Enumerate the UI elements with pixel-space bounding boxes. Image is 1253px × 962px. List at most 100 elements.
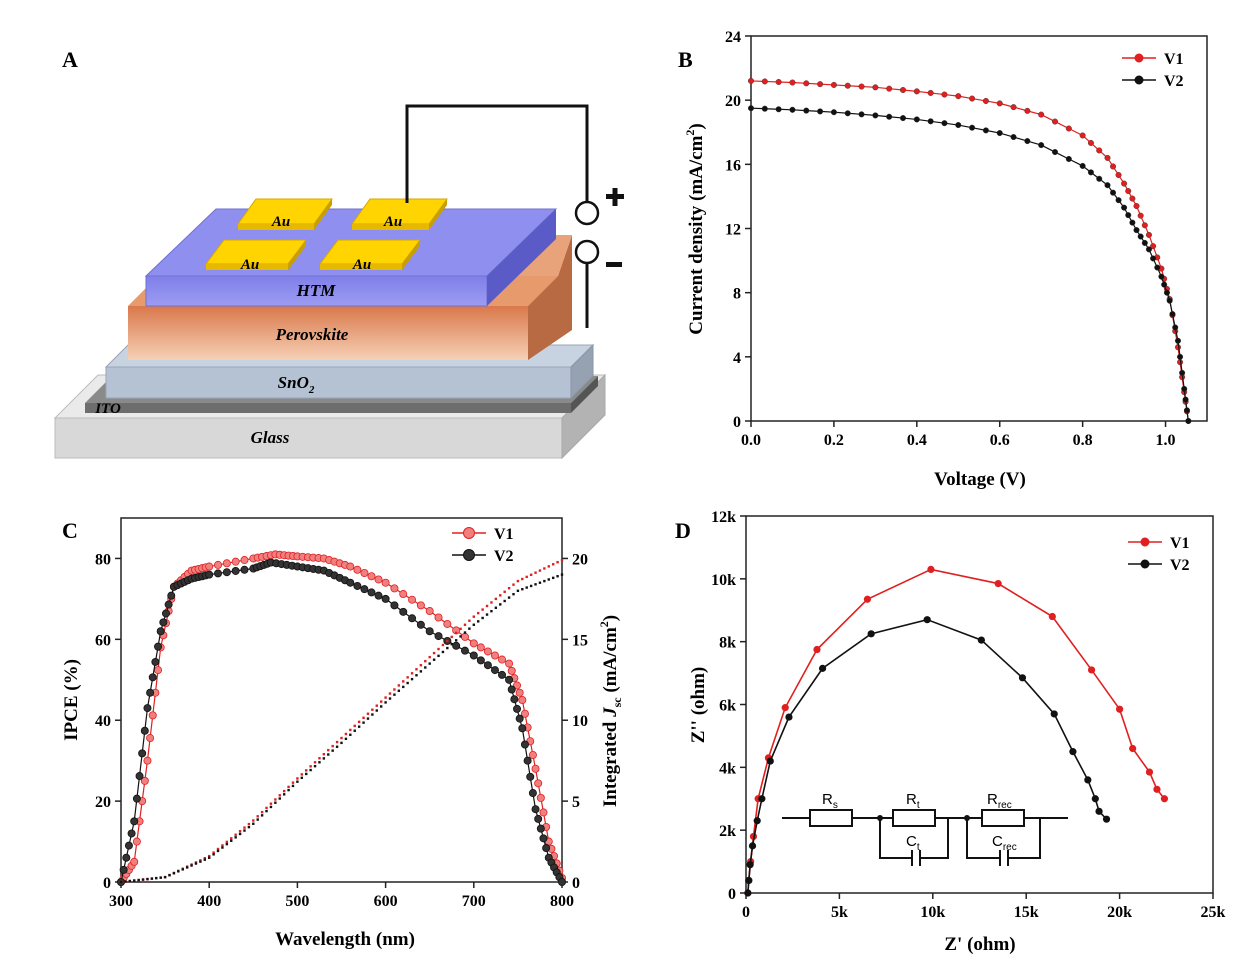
jsc-point (124, 880, 127, 883)
data-point-v2 (1079, 162, 1086, 169)
data-point-v2 (1182, 396, 1189, 403)
y2-tick-label: 20 (572, 551, 588, 568)
data-point-v2 (830, 109, 837, 116)
jsc-point (516, 589, 520, 592)
jsc-point (252, 819, 255, 822)
jsc-point (485, 613, 489, 616)
ipce-point-v2 (148, 673, 157, 682)
jsc-point (344, 737, 348, 741)
jsc-point (322, 752, 326, 756)
jsc-point (459, 627, 462, 631)
ipce-point-v1 (148, 711, 157, 720)
jsc-point (230, 837, 233, 840)
ipce-point-v2 (531, 805, 540, 814)
jsc-point (560, 573, 564, 576)
jsc-point (256, 815, 259, 818)
rt-label: Rt (906, 791, 920, 811)
au-electrode-back-left: Au (237, 198, 333, 230)
jsc-point (485, 604, 489, 608)
legend-label: V2 (1170, 557, 1190, 574)
data-point-v1 (1079, 132, 1086, 139)
ipce-point-v2 (367, 588, 376, 597)
jsc-point (543, 567, 546, 570)
data-point-v1 (872, 84, 879, 91)
data-point-v1 (1116, 705, 1124, 713)
data-point-v1 (830, 81, 837, 88)
ipce-point-v1 (143, 756, 152, 765)
data-point-v1 (1150, 243, 1157, 250)
minus-sign-text: - (620, 267, 621, 269)
jsc-point (490, 601, 493, 604)
jsc-point (335, 740, 339, 744)
x-tick-label: 5k (831, 904, 848, 921)
data-point-v2 (1121, 204, 1128, 211)
data-point-v1 (1133, 203, 1140, 210)
jsc-point (379, 700, 383, 703)
ipce-point-v1 (408, 595, 417, 604)
data-point-v1 (1038, 111, 1045, 118)
jsc-point (357, 725, 361, 728)
data-point-v1 (789, 79, 796, 86)
y2-tick-label: 10 (572, 713, 588, 730)
data-point-v2 (1084, 776, 1092, 784)
x-axis-label: Z' (ohm) (944, 934, 1015, 955)
jsc-point (349, 728, 352, 732)
ipce-point-v2 (132, 794, 141, 803)
ipce-point-v2 (483, 661, 492, 670)
panel-d-letter: D (675, 518, 691, 543)
jsc-point (357, 720, 361, 724)
ipce-point-v2 (130, 817, 139, 826)
jsc-point (441, 643, 445, 647)
jsc-point (512, 583, 515, 586)
y2-axis-label: Integrated Jsc (mA/cm2) (597, 615, 624, 807)
rt-resistor (892, 809, 936, 827)
ipce-point-v1 (520, 709, 529, 718)
ipce-point-v2 (510, 695, 519, 704)
y-tick-label: 12 (725, 222, 741, 239)
data-point-v2 (977, 636, 985, 644)
ipce-point-v2 (520, 740, 529, 749)
series-line-v2 (750, 107, 1189, 422)
jsc-point (278, 794, 281, 797)
data-point-v2 (858, 111, 865, 118)
data-point-v2 (1163, 289, 1170, 296)
ipce-point-v1 (399, 590, 408, 599)
ipce-point-v1 (460, 632, 469, 641)
ipce-point-v1 (534, 779, 543, 788)
jsc-point (388, 697, 392, 700)
jsc-point (265, 809, 268, 813)
jsc-point (556, 560, 559, 564)
ipce-point-v2 (360, 585, 369, 594)
ipce-point-v2 (222, 568, 231, 577)
jsc-point (278, 797, 281, 800)
ipce-point-v1 (416, 601, 425, 610)
sno2-side (570, 343, 594, 400)
data-point-v2 (1018, 674, 1027, 682)
ipce-point-v2 (518, 724, 527, 733)
ipce-point-v2 (119, 865, 128, 874)
ipce-point-v1 (498, 655, 507, 664)
jsc-point (472, 623, 475, 626)
ipce-point-v1 (154, 666, 163, 675)
y-tick-label: 24 (725, 29, 741, 46)
ipce-point-v2 (536, 824, 545, 833)
jsc-point (472, 615, 475, 618)
data-point-v2 (775, 106, 782, 113)
ipce-point-v1 (360, 569, 369, 578)
jsc-point (238, 830, 242, 833)
panel-a-device-schematic: A Glass ITO SnO2 Pero (53, 47, 624, 460)
jsc-point (529, 573, 533, 576)
data-point-v1 (844, 82, 851, 89)
jsc-point (291, 784, 295, 788)
jsc-point (243, 829, 246, 832)
jsc-point (446, 646, 449, 650)
data-point-v1 (1087, 139, 1094, 146)
data-point-v2 (766, 757, 774, 765)
ipce-point-v2 (146, 688, 155, 697)
data-point-v1 (817, 81, 824, 88)
data-point-v1 (969, 95, 976, 102)
ipce-point-v1 (531, 764, 540, 773)
x-tick-label: 0.2 (824, 432, 844, 449)
jsc-point (344, 732, 348, 736)
data-point-v2 (1096, 175, 1103, 182)
